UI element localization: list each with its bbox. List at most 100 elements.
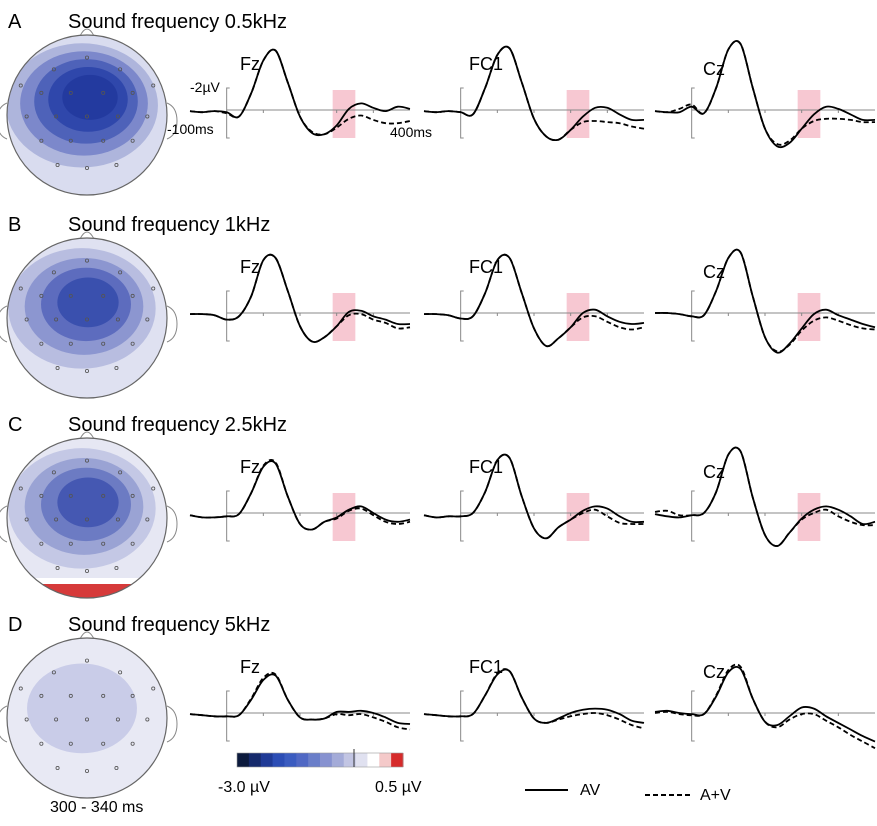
electrode-label: FC1 xyxy=(469,257,503,277)
av-waveform xyxy=(423,453,645,540)
electrode-dot xyxy=(18,83,23,88)
colorbar-step xyxy=(284,753,297,767)
electrode-dot xyxy=(68,693,73,698)
amplitude-bracket xyxy=(226,290,230,342)
electrode-dot xyxy=(55,766,60,771)
right-ear xyxy=(166,102,178,140)
electrode-label: Fz xyxy=(240,257,260,277)
contour-level xyxy=(27,663,137,754)
erp-plot-cz: Cz xyxy=(654,446,876,547)
electrode-dot xyxy=(114,566,119,571)
electrode-dot xyxy=(39,693,44,698)
erp-plot-fc1: FC1 xyxy=(423,45,645,142)
electrode-dot xyxy=(85,258,90,263)
av-waveform xyxy=(423,45,645,142)
colorbar-step xyxy=(248,753,262,767)
electrode-dot xyxy=(68,493,73,498)
left-ear xyxy=(0,505,8,543)
panel-b: B Sound frequency 1kHz Fz FC1 Cz xyxy=(0,214,876,399)
electrode-dot xyxy=(55,366,60,371)
electrode-dot xyxy=(68,741,73,746)
colorbar-step xyxy=(343,753,357,767)
electrode-dot xyxy=(130,741,135,746)
av-waveform xyxy=(654,248,876,354)
contour-level xyxy=(57,277,119,328)
av-waveform xyxy=(654,446,876,547)
colorbar-step xyxy=(355,753,368,767)
colorbar: -3.0 µV 0.5 µV xyxy=(218,749,422,796)
electrode-dot xyxy=(118,470,123,475)
electrode-dot xyxy=(101,741,106,746)
topography-fill xyxy=(7,238,167,398)
colorbar-step xyxy=(272,753,285,767)
amplitude-scale-label: -2µV xyxy=(190,79,221,95)
electrode-dot xyxy=(130,693,135,698)
electrode-label: Cz xyxy=(703,662,725,682)
a-plus-v-waveform xyxy=(189,458,411,531)
erp-plot-fc1: FC1 xyxy=(423,253,645,348)
panel-title: Sound frequency 2.5kHz xyxy=(68,414,287,436)
electrode-label: Fz xyxy=(240,457,260,477)
electrode-dot xyxy=(130,293,135,298)
colorbar-max-label: 0.5 µV xyxy=(375,779,422,796)
electrode-dot xyxy=(151,486,156,491)
electrode-dot xyxy=(18,486,23,491)
electrode-dot xyxy=(130,90,135,95)
electrode-dot xyxy=(145,114,150,119)
electrode-dot xyxy=(85,55,90,60)
electrode-dot xyxy=(151,83,156,88)
electrode-dot xyxy=(68,293,73,298)
electrode-dot xyxy=(101,341,106,346)
av-waveform xyxy=(189,460,411,531)
panel-letter: A xyxy=(8,11,22,33)
electrode-dot xyxy=(24,317,29,322)
electrode-dot xyxy=(39,293,44,298)
erp-plot-fz: Fz xyxy=(189,657,411,742)
electrode-label: Fz xyxy=(240,657,260,677)
electrode-dot xyxy=(55,566,60,571)
head-outline xyxy=(6,34,168,196)
electrode-dot xyxy=(115,517,120,522)
panel-d: D Sound frequency 5kHz Fz FC1 Cz xyxy=(0,614,876,799)
av-waveform xyxy=(189,48,411,137)
electrode-dot xyxy=(118,270,123,275)
electrode-dot xyxy=(85,768,90,773)
contour-level xyxy=(62,74,118,120)
av-waveform xyxy=(654,666,876,743)
electrode-label: Cz xyxy=(703,262,725,282)
electrode-dot xyxy=(24,717,29,722)
contour-level xyxy=(57,477,119,528)
electrode-dot xyxy=(39,741,44,746)
electrode-dot xyxy=(68,138,73,143)
erp-plot-fz: Fz xyxy=(189,48,411,139)
electrode-dot xyxy=(54,317,59,322)
left-ear xyxy=(0,102,8,140)
erp-plot-fz: Fz xyxy=(189,457,411,542)
erp-plot-cz: Cz xyxy=(654,248,876,354)
colorbar-min-label: -3.0 µV xyxy=(218,779,270,796)
head-outline xyxy=(6,237,168,399)
av-waveform xyxy=(423,253,645,348)
electrode-dot xyxy=(54,114,59,119)
electrode-dot xyxy=(85,165,90,170)
amplitude-bracket xyxy=(460,290,464,342)
electrode-dot xyxy=(85,517,90,522)
colorbar-step xyxy=(367,753,380,767)
a-plus-v-waveform xyxy=(189,48,411,136)
electrode-dot xyxy=(85,458,90,463)
electrode-dot xyxy=(85,717,90,722)
electrode-dot xyxy=(101,138,106,143)
electrode-dot xyxy=(85,658,90,663)
topography-fill xyxy=(7,35,167,195)
electrode-dot xyxy=(118,67,123,72)
electrode-dot xyxy=(39,138,44,143)
highlight-window xyxy=(566,90,590,138)
electrode-dot xyxy=(151,286,156,291)
av-waveform xyxy=(189,253,411,343)
av-waveform xyxy=(654,40,876,149)
nose xyxy=(79,631,95,640)
erp-plot-cz: Cz xyxy=(654,662,876,749)
electrode-dot xyxy=(115,717,120,722)
amplitude-bracket xyxy=(691,87,695,139)
